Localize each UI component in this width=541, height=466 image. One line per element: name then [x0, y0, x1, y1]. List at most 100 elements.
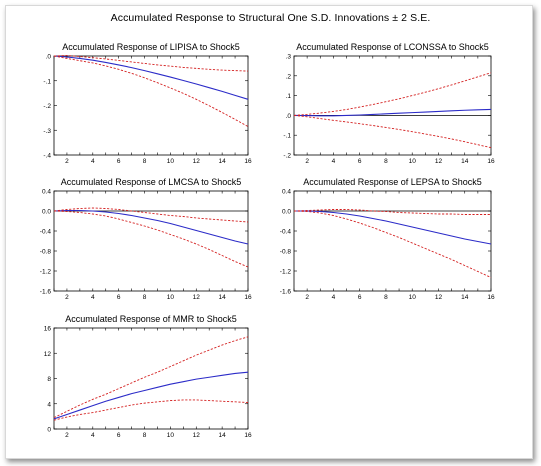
plot-frame — [293, 55, 492, 156]
plot-frame — [53, 55, 249, 156]
panel-title: Accumulated Response of LCONSSA to Shock… — [296, 42, 489, 52]
panel-2: Accumulated Response of LCONSSA to Shock… — [283, 42, 495, 165]
panel-title: Accumulated Response of LMCSA to Shock5 — [61, 177, 242, 187]
upper-band-line — [53, 55, 249, 72]
x-tick-label: 8 — [384, 158, 388, 165]
y-tick-label: -.2 — [283, 153, 291, 160]
y-tick-label: 0 — [47, 427, 51, 434]
panel-4: Accumulated Response of LEPSA to Shock5 0… — [280, 177, 495, 301]
x-tick-label: 12 — [435, 158, 443, 165]
x-tick-label: 8 — [384, 294, 388, 301]
x-tick-label: 4 — [332, 158, 336, 165]
y-tick-label: -0.8 — [280, 249, 292, 256]
panel-3: Accumulated Response of LMCSA to Shock5 0… — [40, 177, 252, 301]
y-tick-label: -1.6 — [40, 289, 52, 296]
y-tick-label: -0.4 — [280, 229, 292, 236]
x-tick-label: 8 — [143, 158, 147, 165]
y-tick-label: .1 — [286, 93, 292, 100]
x-tick-label: 8 — [143, 432, 147, 439]
y-tick-label: -1.6 — [280, 289, 292, 296]
x-tick-label: 4 — [91, 432, 95, 439]
y-tick-label: -.1 — [43, 78, 51, 85]
x-tick-label: 14 — [219, 432, 227, 439]
lower-band-line — [293, 114, 492, 149]
y-tick-label: 0.0 — [42, 209, 51, 216]
y-tick-label: .0 — [286, 113, 292, 120]
x-tick-label: 14 — [219, 158, 227, 165]
x-tick-label: 8 — [143, 294, 147, 301]
figure-frame — [5, 5, 533, 459]
plot-frame — [53, 327, 249, 430]
response-line — [293, 108, 492, 117]
x-tick-label: 6 — [117, 294, 121, 301]
x-tick-label: 4 — [91, 294, 95, 301]
x-tick-label: 12 — [193, 432, 201, 439]
response-line — [53, 209, 249, 245]
y-tick-label: .2 — [286, 73, 292, 80]
x-tick-label: 10 — [409, 158, 417, 165]
x-tick-label: 12 — [193, 158, 201, 165]
y-tick-label: .3 — [286, 54, 292, 61]
x-tick-label: 6 — [117, 158, 121, 165]
y-tick-label: 4 — [47, 401, 51, 408]
panel-title: Accumulated Response of LEPSA to Shock5 — [303, 177, 482, 187]
panel-1: Accumulated Response of LIPISA to Shock5… — [43, 42, 252, 165]
x-tick-label: 2 — [65, 432, 69, 439]
y-tick-label: -.2 — [43, 103, 51, 110]
lower-band-line — [293, 210, 492, 278]
x-tick-label: 10 — [167, 158, 175, 165]
x-tick-label: 14 — [461, 158, 469, 165]
x-tick-label: 16 — [244, 294, 252, 301]
upper-band-line — [53, 207, 249, 223]
y-tick-label: 16 — [44, 326, 52, 333]
y-tick-label: 8 — [47, 376, 51, 383]
response-line — [53, 55, 249, 100]
y-tick-label: -.3 — [43, 128, 51, 135]
x-tick-label: 10 — [167, 432, 175, 439]
y-tick-label: -.4 — [43, 153, 51, 160]
plot-frame — [53, 190, 249, 292]
response-line — [294, 210, 492, 245]
y-tick-label: -1.2 — [280, 269, 292, 276]
x-tick-label: 2 — [65, 294, 69, 301]
x-tick-label: 2 — [65, 158, 69, 165]
x-tick-label: 6 — [358, 294, 362, 301]
y-tick-label: 0.0 — [282, 209, 291, 216]
y-tick-label: -0.8 — [40, 249, 52, 256]
y-tick-label: 0.4 — [42, 189, 51, 196]
lower-band-line — [53, 55, 249, 127]
x-tick-label: 14 — [219, 294, 227, 301]
x-tick-label: 16 — [487, 294, 495, 301]
x-tick-label: 4 — [91, 158, 95, 165]
y-tick-label: 0.4 — [282, 189, 291, 196]
x-tick-label: 10 — [409, 294, 417, 301]
x-tick-label: 12 — [193, 294, 201, 301]
lower-band-line — [53, 210, 249, 268]
figure-title: Accumulated Response to Structural One S… — [110, 12, 431, 24]
y-tick-label: 12 — [44, 351, 52, 358]
x-tick-label: 16 — [244, 432, 252, 439]
x-tick-label: 6 — [117, 432, 121, 439]
x-tick-label: 10 — [167, 294, 175, 301]
x-tick-label: 2 — [305, 294, 309, 301]
upper-band-line — [53, 336, 249, 419]
x-tick-label: 14 — [461, 294, 469, 301]
x-tick-label: 2 — [305, 158, 309, 165]
lower-band-line — [53, 399, 249, 421]
panel-title: Accumulated Response of MMR to Shock5 — [65, 314, 237, 324]
plot-frame — [293, 190, 492, 292]
upper-band-line — [293, 72, 492, 116]
y-tick-label: -1.2 — [40, 269, 52, 276]
x-tick-label: 4 — [332, 294, 336, 301]
x-tick-label: 16 — [487, 158, 495, 165]
x-tick-label: 6 — [358, 158, 362, 165]
x-tick-label: 12 — [435, 294, 443, 301]
y-tick-label: -0.4 — [40, 229, 52, 236]
panel-5: Accumulated Response of MMR to Shock5 16 1… — [44, 314, 252, 439]
y-tick-label: -.1 — [283, 133, 291, 140]
y-tick-label: .0 — [46, 54, 52, 61]
x-tick-label: 16 — [244, 158, 252, 165]
upper-band-line — [293, 209, 491, 215]
panel-title: Accumulated Response of LIPISA to Shock5 — [62, 42, 240, 52]
